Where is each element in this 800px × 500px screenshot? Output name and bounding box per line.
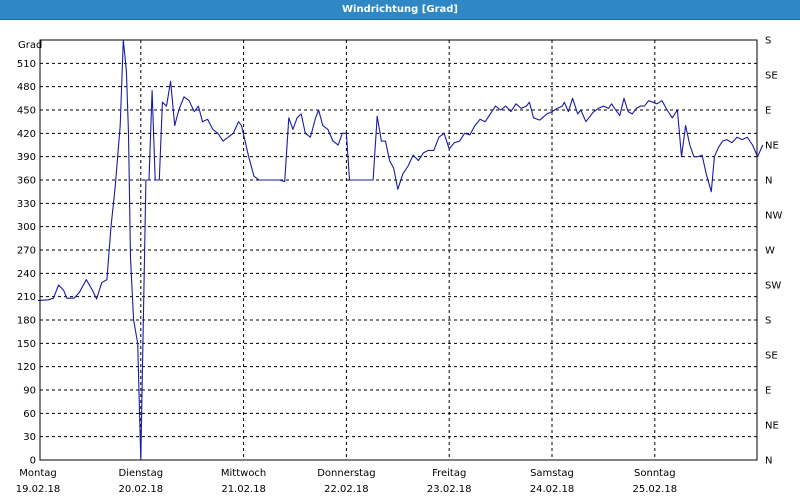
x-tick-day: Donnerstag (317, 468, 375, 479)
x-axis: Montag 19.02.18 Dienstag 20.02.18 Mittwoch 21… (16, 468, 677, 495)
y-axis-right: N NE E SE S SW W NW N NE E SE S (765, 36, 782, 467)
y-tick-label: 360 (17, 176, 36, 187)
compass-tick-label: N (765, 176, 772, 187)
plot-frame (39, 39, 758, 461)
compass-tick-label: SE (765, 71, 778, 82)
y-tick-label: 270 (17, 246, 36, 257)
y-tick-label: 330 (17, 199, 36, 210)
y-tick-label: 60 (23, 409, 36, 420)
x-tick-date: 23.02.18 (427, 484, 472, 495)
compass-tick-label: E (765, 386, 771, 397)
y-tick-label: 30 (23, 432, 36, 443)
x-tick-date: 19.02.18 (16, 484, 61, 495)
wind-direction-line (37, 39, 764, 461)
x-tick-date: 25.02.18 (633, 484, 678, 495)
y-axis-label: Grad (18, 40, 42, 51)
x-tick-date: 24.02.18 (530, 484, 575, 495)
y-tick-label: 180 (17, 316, 36, 327)
y-tick-label: 150 (17, 339, 36, 350)
y-tick-label: 210 (17, 292, 36, 303)
x-tick-day: Mittwoch (221, 468, 266, 479)
compass-tick-label: SE (765, 351, 778, 362)
compass-tick-label: N (765, 456, 772, 467)
y-tick-label: 240 (17, 269, 36, 280)
series-layer (37, 39, 764, 461)
y-tick-label: 480 (17, 82, 36, 93)
x-tick-date: 22.02.18 (324, 484, 369, 495)
compass-tick-label: NW (765, 211, 782, 222)
chart-title: Windrichtung [Grad] (342, 4, 458, 15)
grid-lines (40, 40, 757, 461)
y-tick-label: 390 (17, 152, 36, 163)
compass-tick-label: NE (765, 421, 779, 432)
title-bar: Windrichtung [Grad] (0, 0, 800, 20)
y-tick-label: 510 (17, 59, 36, 70)
x-tick-date: 20.02.18 (119, 484, 164, 495)
y-tick-label: 0 (30, 456, 36, 467)
x-tick-day: Dienstag (119, 468, 164, 479)
x-tick-date: 21.02.18 (221, 484, 266, 495)
y-tick-label: 90 (23, 386, 36, 397)
y-tick-label: 420 (17, 129, 36, 140)
compass-tick-label: W (765, 246, 775, 257)
y-tick-label: 450 (17, 106, 36, 117)
compass-tick-label: SW (765, 281, 781, 292)
compass-tick-label: S (765, 36, 771, 47)
x-tick-day: Sonntag (634, 468, 676, 479)
compass-tick-label: NE (765, 141, 779, 152)
y-tick-label: 120 (17, 362, 36, 373)
x-tick-day: Montag (19, 468, 56, 479)
compass-tick-label: S (765, 316, 771, 327)
x-tick-day: Freitag (432, 468, 466, 479)
compass-tick-label: E (765, 106, 771, 117)
y-tick-label: 300 (17, 222, 36, 233)
x-tick-day: Samstag (530, 468, 574, 479)
y-axis-left: 0 30 60 90 120 150 180 210 240 270 300 330 360 390 420… (17, 59, 36, 467)
